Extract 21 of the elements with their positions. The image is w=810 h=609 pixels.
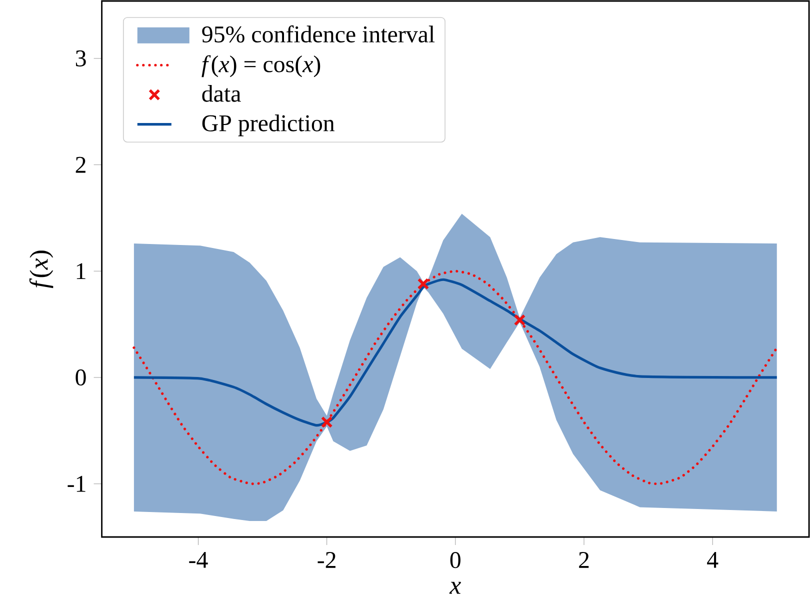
legend-label: GP prediction — [202, 114, 335, 136]
x-tick-label: 4 — [707, 552, 718, 568]
x-tick-label: -2 — [318, 552, 336, 568]
point — [514, 314, 526, 326]
line-series — [132, 278, 778, 427]
y-tick-label: -1 — [68, 476, 86, 492]
x-axis-title: x — [449, 582, 461, 594]
y-axis-title: f(x) — [29, 250, 54, 288]
y-tick-label: 0 — [76, 369, 86, 386]
x-tick-label: 2 — [579, 552, 589, 568]
x-tick-label: 0 — [450, 552, 460, 568]
line-series — [132, 270, 778, 486]
annotation: 95% confidence interval — [202, 25, 435, 43]
x-tick-label: -4 — [189, 552, 208, 568]
y-tick-label: 2 — [76, 156, 86, 173]
legend-label: f(x) = cos(x) — [202, 55, 320, 78]
y-tick-label: 3 — [76, 50, 86, 66]
legend-label: data — [202, 85, 241, 102]
point — [417, 278, 430, 290]
y-tick-label: 1 — [76, 263, 86, 280]
point — [320, 416, 333, 428]
